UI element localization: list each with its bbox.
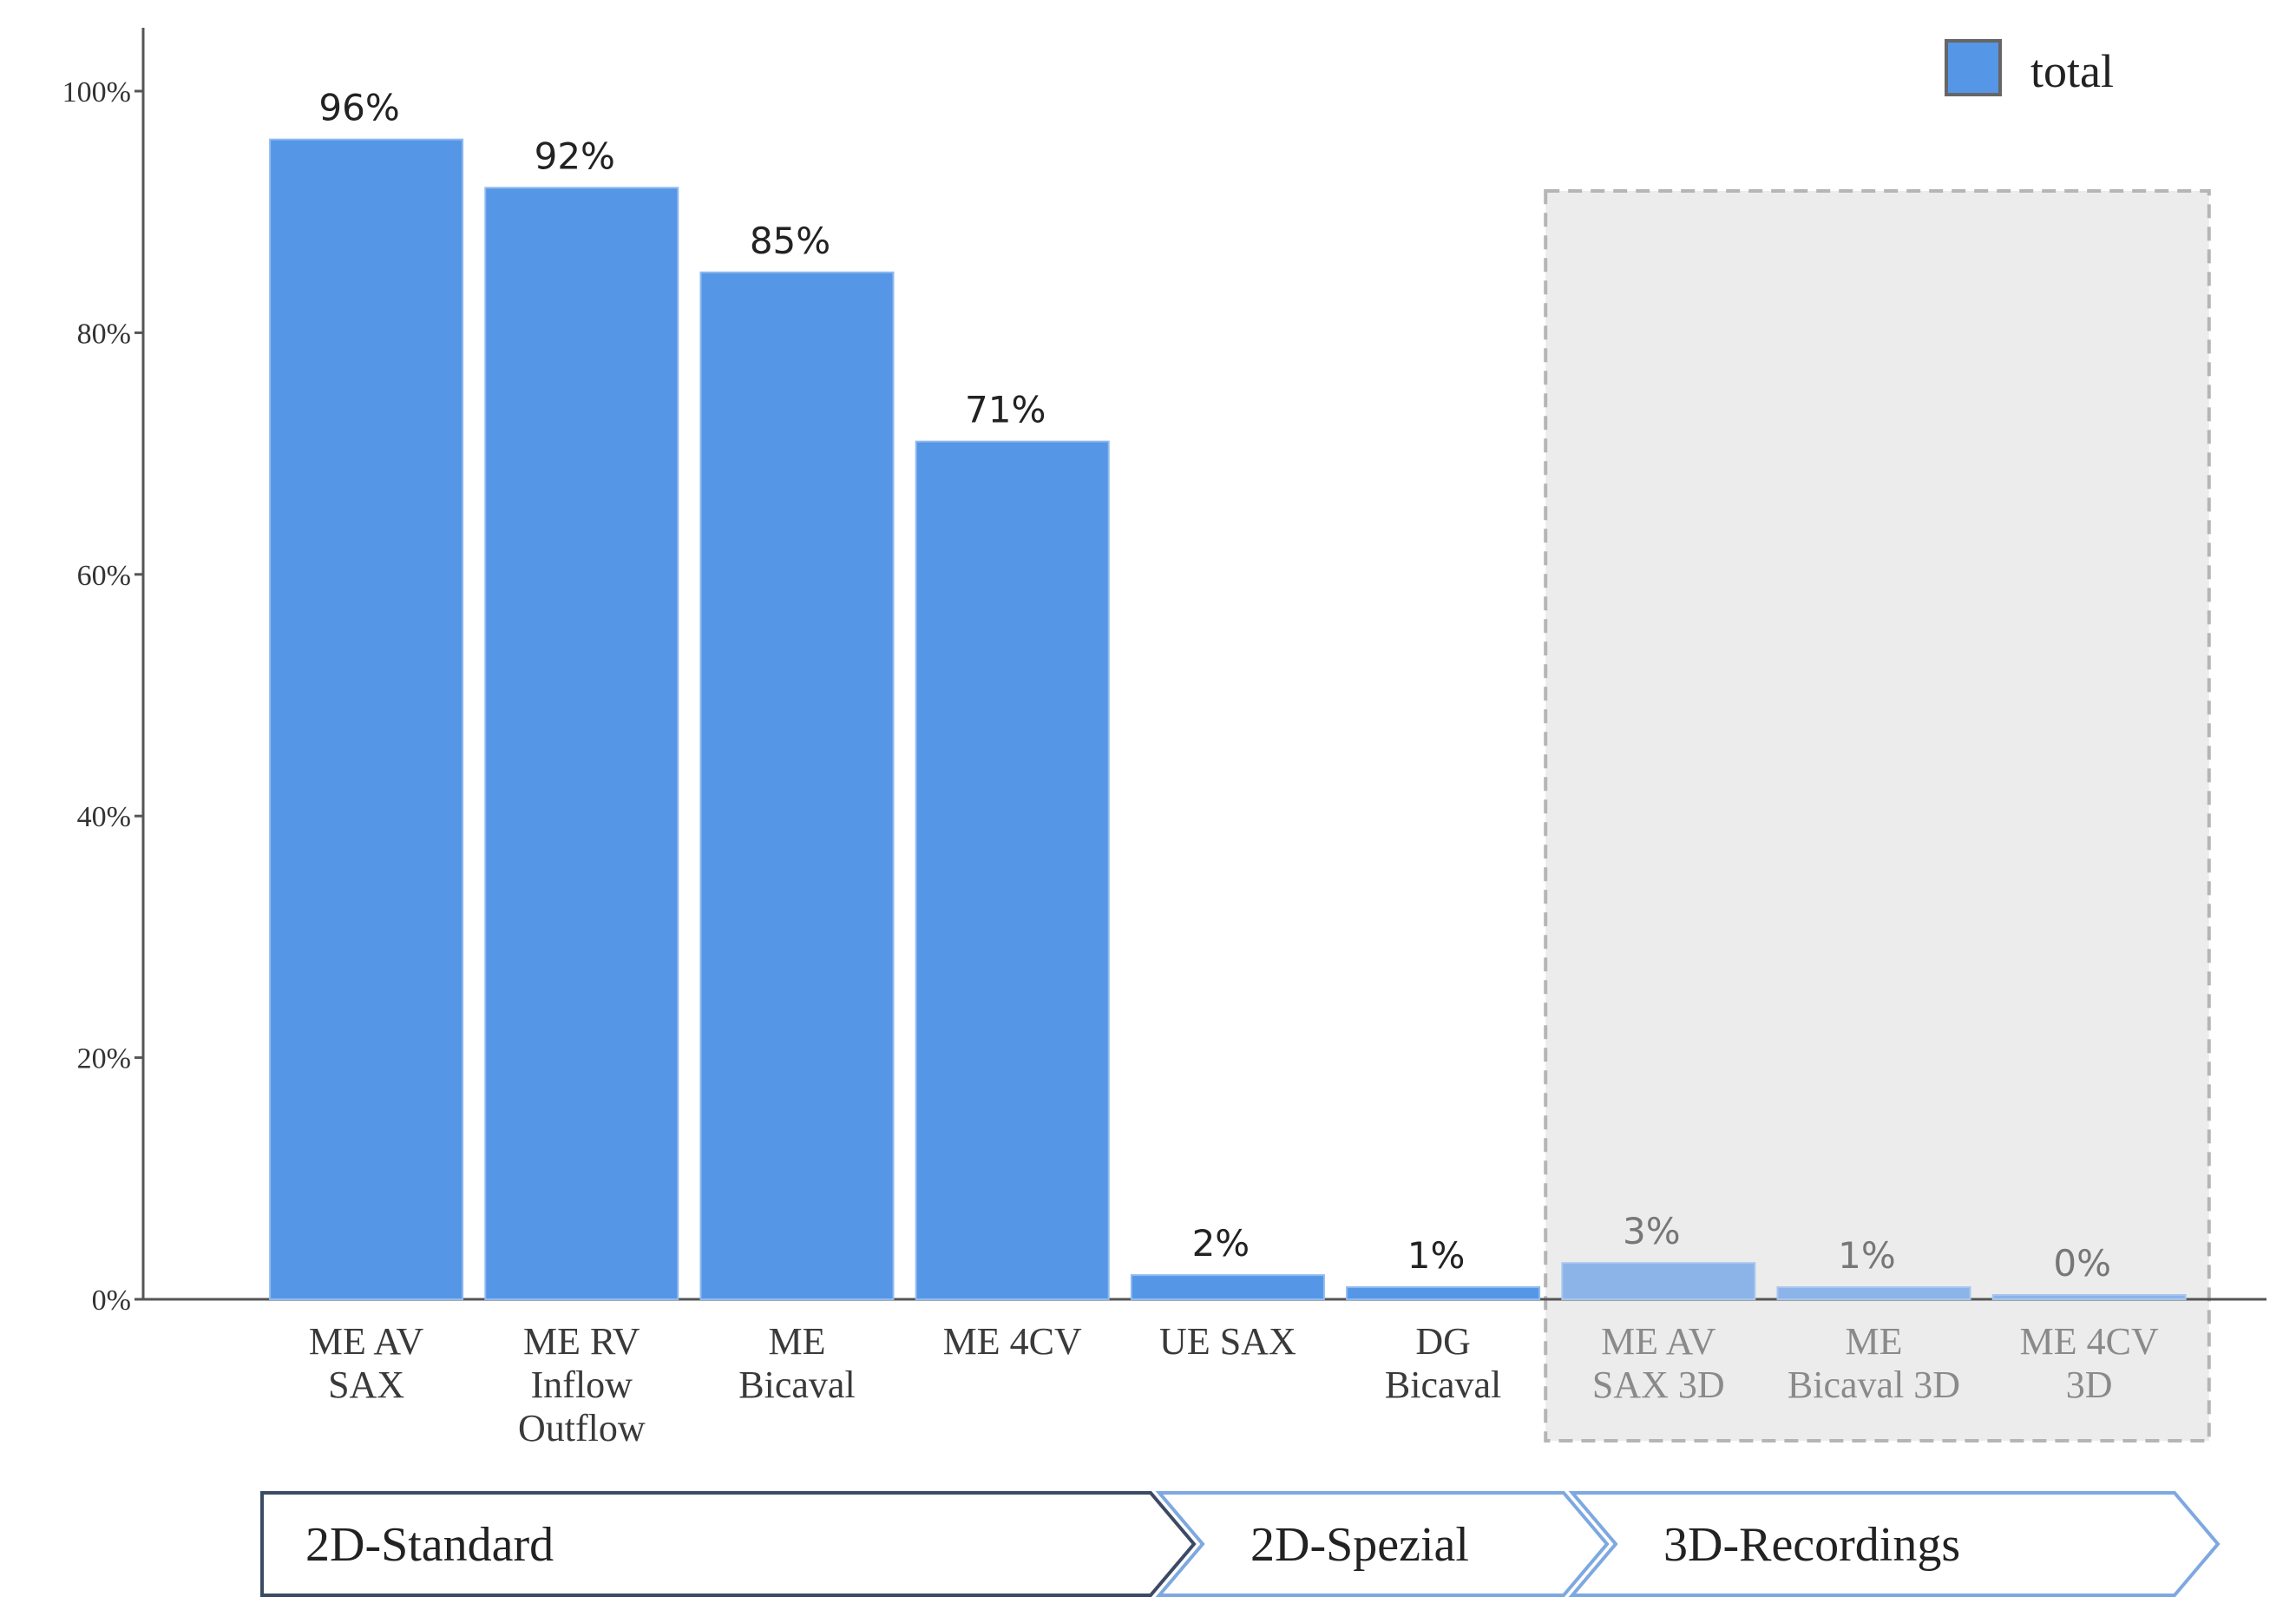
data-label: 1% [1838,1234,1896,1277]
x-tick-label: ME RV [523,1320,640,1363]
x-tick-label: Outflow [518,1407,646,1449]
x-tick-label: Bicaval [738,1364,855,1406]
legend-label: total [2030,45,2114,97]
data-label: 3% [1623,1210,1681,1252]
y-tick-label: 100% [62,76,131,108]
x-tick-label: ME 4CV [2020,1320,2159,1363]
y-tick-label: 80% [77,318,131,350]
group-label: 2D-Standard [305,1518,554,1572]
x-tick-label: SAX [328,1364,404,1406]
y-tick-label: 60% [77,560,131,592]
group-arrows: 2D-Standard 2D-Spezial 3D-Recordings [260,1491,2221,1597]
bars [269,138,2187,1301]
bar [1346,1286,1541,1300]
x-tick-label: ME 4CV [943,1320,1082,1363]
data-label: 0% [2053,1242,2111,1285]
bar [1561,1262,1756,1300]
x-tick-label: ME AV [1601,1320,1716,1363]
bar [1130,1274,1325,1301]
x-tick-label: Bicaval 3D [1788,1364,1960,1406]
x-tick-label: ME [769,1320,826,1363]
x-tick-label: ME [1846,1320,1903,1363]
group-label: 3D-Recordings [1663,1518,1960,1572]
data-label: 71% [965,389,1046,431]
data-label: 2% [1192,1222,1250,1265]
data-label: 85% [750,220,830,262]
x-tick-label: Bicaval [1385,1364,1501,1406]
group-chevron [1155,1491,1610,1597]
legend: total [1945,39,2114,97]
x-tick-label: UE SAX [1159,1320,1296,1363]
x-tick-label: ME AV [309,1320,424,1363]
x-tick-label: SAX 3D [1592,1364,1725,1406]
data-label: 1% [1407,1234,1466,1277]
y-tick-label: 40% [77,801,131,833]
highlight-box [1544,189,2211,1442]
x-tick-label: Inflow [531,1364,633,1406]
legend-swatch [1945,39,2002,96]
y-tick-label: 20% [77,1043,131,1075]
bar [269,138,464,1300]
bar [1776,1286,1971,1300]
x-tick-label: DG [1415,1320,1471,1363]
bar [484,187,679,1301]
bar [915,440,1110,1300]
x-tick-label: 3D [2066,1364,2113,1406]
group-chevron [260,1491,1197,1597]
y-tick-label: 0% [92,1285,131,1317]
data-label: 92% [535,135,615,177]
data-label: 96% [318,87,399,129]
group-chevron [1568,1491,2221,1597]
bar [1991,1294,2187,1300]
bar [699,271,895,1300]
highlight-region-3d [1544,189,2211,1442]
group-label: 2D-Spezial [1250,1518,1469,1572]
